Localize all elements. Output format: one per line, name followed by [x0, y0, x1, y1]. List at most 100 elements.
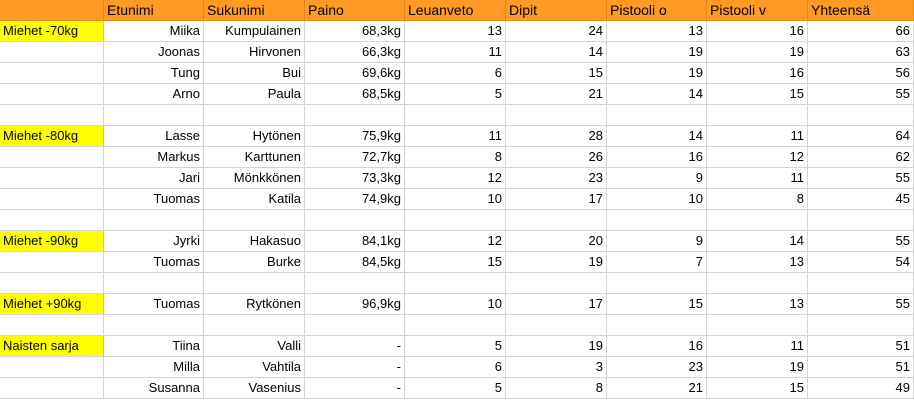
cell-total[interactable]: 62: [808, 147, 914, 168]
cell-pullups[interactable]: [405, 105, 506, 126]
cell-weight[interactable]: 73,3kg: [305, 168, 405, 189]
cell-first-name[interactable]: [104, 273, 204, 294]
cell-weight[interactable]: [305, 273, 405, 294]
cell-pullups[interactable]: 13: [405, 21, 506, 42]
cell-pistol-left[interactable]: 16: [607, 147, 707, 168]
cell-first-name[interactable]: Jari: [104, 168, 204, 189]
cell-category[interactable]: [0, 378, 104, 399]
cell-pistol-right[interactable]: [707, 105, 808, 126]
header-cell-pistol-left[interactable]: Pistooli o: [607, 0, 707, 21]
cell-pistol-right[interactable]: [707, 210, 808, 231]
cell-first-name[interactable]: Miika: [104, 21, 204, 42]
cell-last-name[interactable]: [204, 105, 305, 126]
header-cell-last-name[interactable]: Sukunimi: [204, 0, 305, 21]
cell-category[interactable]: [0, 252, 104, 273]
cell-pullups[interactable]: 11: [405, 42, 506, 63]
cell-pullups[interactable]: 5: [405, 336, 506, 357]
cell-pistol-left[interactable]: 14: [607, 126, 707, 147]
cell-pullups[interactable]: 12: [405, 231, 506, 252]
cell-total[interactable]: 63: [808, 42, 914, 63]
cell-weight[interactable]: 68,5kg: [305, 84, 405, 105]
cell-pistol-left[interactable]: 16: [607, 336, 707, 357]
cell-pistol-right[interactable]: 15: [707, 84, 808, 105]
cell-weight[interactable]: 75,9kg: [305, 126, 405, 147]
cell-category[interactable]: Naisten sarja: [0, 336, 104, 357]
cell-weight[interactable]: 74,9kg: [305, 189, 405, 210]
cell-first-name[interactable]: [104, 105, 204, 126]
cell-dips[interactable]: 17: [506, 189, 607, 210]
cell-last-name[interactable]: Karttunen: [204, 147, 305, 168]
cell-total[interactable]: [808, 315, 914, 336]
cell-last-name[interactable]: Kumpulainen: [204, 21, 305, 42]
cell-total[interactable]: 49: [808, 378, 914, 399]
cell-last-name[interactable]: Burke: [204, 252, 305, 273]
cell-last-name[interactable]: Hirvonen: [204, 42, 305, 63]
cell-pistol-left[interactable]: 19: [607, 63, 707, 84]
cell-last-name[interactable]: Hakasuo: [204, 231, 305, 252]
cell-pullups[interactable]: 5: [405, 84, 506, 105]
cell-pistol-right[interactable]: 11: [707, 168, 808, 189]
cell-total[interactable]: [808, 273, 914, 294]
cell-first-name[interactable]: Lasse: [104, 126, 204, 147]
header-cell-pistol-right[interactable]: Pistooli v: [707, 0, 808, 21]
cell-category[interactable]: [0, 210, 104, 231]
cell-category[interactable]: [0, 168, 104, 189]
cell-pistol-right[interactable]: 19: [707, 357, 808, 378]
cell-first-name[interactable]: Jyrki: [104, 231, 204, 252]
cell-weight[interactable]: [305, 105, 405, 126]
cell-last-name[interactable]: Bui: [204, 63, 305, 84]
cell-category[interactable]: [0, 147, 104, 168]
cell-first-name[interactable]: Tuomas: [104, 189, 204, 210]
cell-category[interactable]: Miehet -90kg: [0, 231, 104, 252]
cell-category[interactable]: Miehet -80kg: [0, 126, 104, 147]
cell-dips[interactable]: 20: [506, 231, 607, 252]
cell-pistol-right[interactable]: 15: [707, 378, 808, 399]
cell-category[interactable]: [0, 273, 104, 294]
cell-last-name[interactable]: Rytkönen: [204, 294, 305, 315]
cell-weight[interactable]: [305, 210, 405, 231]
cell-pistol-left[interactable]: 13: [607, 21, 707, 42]
cell-pullups[interactable]: 11: [405, 126, 506, 147]
cell-last-name[interactable]: Vahtila: [204, 357, 305, 378]
cell-pistol-left[interactable]: 14: [607, 84, 707, 105]
cell-category[interactable]: Miehet +90kg: [0, 294, 104, 315]
cell-first-name[interactable]: Tuomas: [104, 294, 204, 315]
cell-last-name[interactable]: [204, 210, 305, 231]
cell-dips[interactable]: 19: [506, 252, 607, 273]
cell-category[interactable]: [0, 84, 104, 105]
cell-pullups[interactable]: 10: [405, 189, 506, 210]
cell-last-name[interactable]: Valli: [204, 336, 305, 357]
cell-total[interactable]: 55: [808, 294, 914, 315]
cell-dips[interactable]: [506, 273, 607, 294]
cell-pistol-left[interactable]: [607, 210, 707, 231]
cell-weight[interactable]: 84,1kg: [305, 231, 405, 252]
cell-first-name[interactable]: Joonas: [104, 42, 204, 63]
cell-first-name[interactable]: Tung: [104, 63, 204, 84]
cell-pistol-right[interactable]: 14: [707, 231, 808, 252]
cell-pullups[interactable]: 8: [405, 147, 506, 168]
cell-last-name[interactable]: Katila: [204, 189, 305, 210]
cell-dips[interactable]: 26: [506, 147, 607, 168]
cell-total[interactable]: [808, 105, 914, 126]
cell-total[interactable]: 51: [808, 357, 914, 378]
cell-dips[interactable]: 3: [506, 357, 607, 378]
cell-last-name[interactable]: [204, 273, 305, 294]
header-cell-dips[interactable]: Dipit: [506, 0, 607, 21]
cell-total[interactable]: 64: [808, 126, 914, 147]
cell-pullups[interactable]: 15: [405, 252, 506, 273]
cell-weight[interactable]: 66,3kg: [305, 42, 405, 63]
cell-pistol-right[interactable]: 11: [707, 126, 808, 147]
cell-pullups[interactable]: [405, 210, 506, 231]
cell-pullups[interactable]: [405, 315, 506, 336]
cell-first-name[interactable]: Susanna: [104, 378, 204, 399]
cell-pistol-left[interactable]: 9: [607, 231, 707, 252]
cell-pistol-left[interactable]: 21: [607, 378, 707, 399]
header-cell-total[interactable]: Yhteensä: [808, 0, 914, 21]
cell-weight[interactable]: 96,9kg: [305, 294, 405, 315]
cell-pullups[interactable]: 6: [405, 357, 506, 378]
cell-dips[interactable]: 17: [506, 294, 607, 315]
cell-last-name[interactable]: Hytönen: [204, 126, 305, 147]
cell-total[interactable]: 54: [808, 252, 914, 273]
cell-pistol-right[interactable]: 19: [707, 42, 808, 63]
header-cell-pullups[interactable]: Leuanveto: [405, 0, 506, 21]
